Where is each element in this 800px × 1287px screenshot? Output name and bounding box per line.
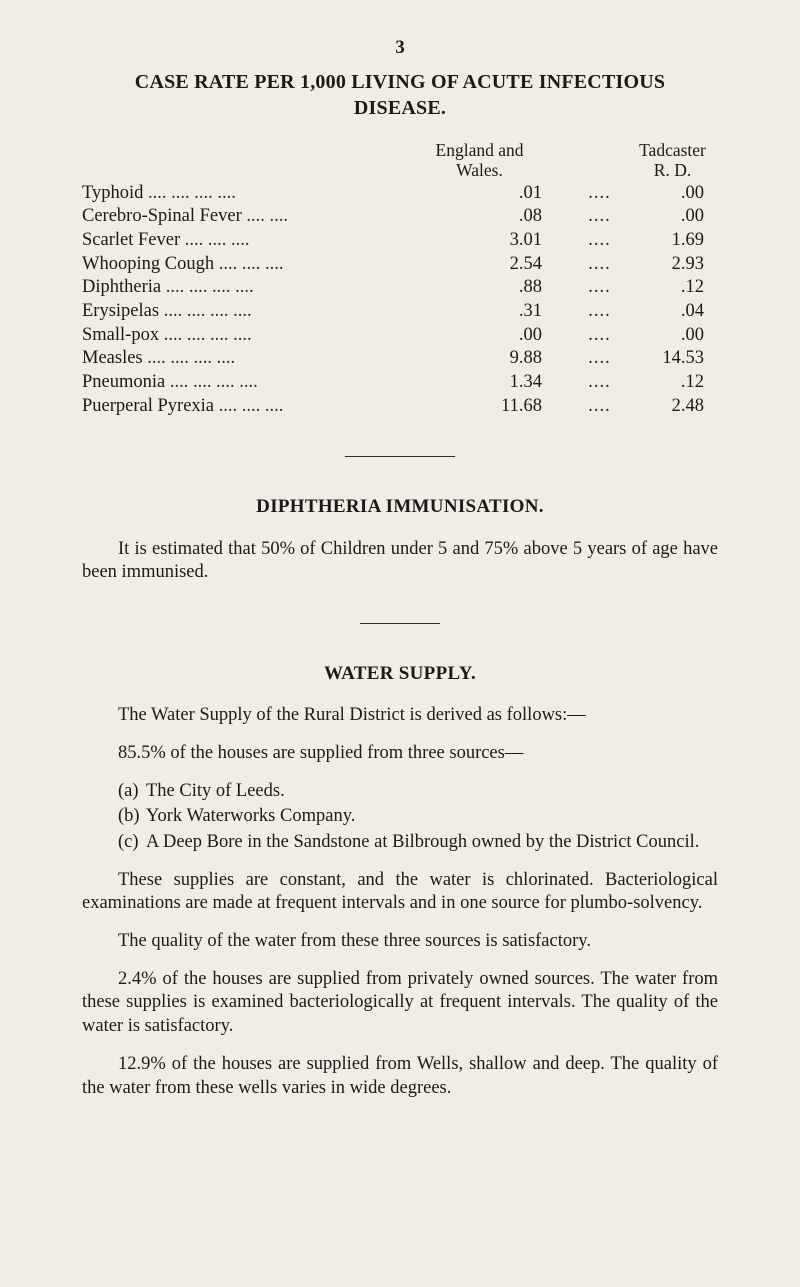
tadcaster-value: 1.69 <box>627 229 718 253</box>
england-wales-value: 11.68 <box>387 395 572 419</box>
page-title: CASE RATE PER 1,000 LIVING OF ACUTE INFE… <box>82 70 718 121</box>
england-wales-value: 2.54 <box>387 253 572 277</box>
separator-dots: .... <box>572 182 627 206</box>
disease-label: Erysipelas .... .... .... .... <box>82 300 387 324</box>
separator-dots: .... <box>572 300 627 324</box>
separator-dots: .... <box>572 229 627 253</box>
leader-dots: .... .... .... .... <box>147 348 235 368</box>
table-body: Typhoid .... .... .... .....01.....00Cer… <box>82 182 718 419</box>
list-marker: (a) <box>82 780 146 804</box>
header-dots-spacer <box>572 140 627 180</box>
england-wales-value: 9.88 <box>387 347 572 371</box>
water-heading: WATER SUPPLY. <box>82 662 718 686</box>
table-header: England and Wales. Tadcaster R. D. <box>82 140 718 180</box>
tadcaster-value: 2.48 <box>627 395 718 419</box>
list-marker: (c) <box>82 831 146 855</box>
header-tad-line1: Tadcaster <box>639 140 706 160</box>
separator-dots: .... <box>572 371 627 395</box>
disease-label: Whooping Cough .... .... .... <box>82 253 387 277</box>
case-rate-table: England and Wales. Tadcaster R. D. Typho… <box>82 140 718 419</box>
leader-dots: .... .... .... .... <box>164 325 252 345</box>
leader-dots: .... .... .... <box>185 230 250 250</box>
diphtheria-heading: DIPHTHERIA IMMUNISATION. <box>82 495 718 519</box>
title-line-2: DISEASE. <box>354 97 446 119</box>
water-p6: 12.9% of the houses are supplied from We… <box>82 1053 718 1100</box>
england-wales-value: .31 <box>387 300 572 324</box>
water-p3: These supplies are constant, and the wat… <box>82 869 718 916</box>
leader-dots: .... .... <box>246 206 288 226</box>
england-wales-value: 1.34 <box>387 371 572 395</box>
disease-label: Measles .... .... .... .... <box>82 347 387 371</box>
header-tadcaster: Tadcaster R. D. <box>627 140 718 180</box>
list-marker: (b) <box>82 805 146 829</box>
section-rule <box>360 623 440 624</box>
tadcaster-value: 2.93 <box>627 253 718 277</box>
diphtheria-paragraph: It is estimated that 50% of Children und… <box>82 538 718 585</box>
disease-label: Scarlet Fever .... .... .... <box>82 229 387 253</box>
separator-dots: .... <box>572 347 627 371</box>
england-wales-value: .00 <box>387 324 572 348</box>
england-wales-value: .88 <box>387 276 572 300</box>
separator-dots: .... <box>572 253 627 277</box>
table-row: Cerebro-Spinal Fever .... .....08.....00 <box>82 205 718 229</box>
table-row: Erysipelas .... .... .... .....31.....04 <box>82 300 718 324</box>
table-row: Typhoid .... .... .... .....01.....00 <box>82 182 718 206</box>
leader-dots: .... .... .... .... <box>170 372 258 392</box>
tadcaster-value: 14.53 <box>627 347 718 371</box>
header-ew-line2: Wales. <box>456 160 503 180</box>
page-number: 3 <box>82 36 718 60</box>
table-row: Scarlet Fever .... .... ....3.01....1.69 <box>82 229 718 253</box>
england-wales-value: .01 <box>387 182 572 206</box>
england-wales-value: 3.01 <box>387 229 572 253</box>
water-p2-lead: 85.5% of the houses are supplied from th… <box>82 742 718 766</box>
list-item: (a)The City of Leeds. <box>82 780 718 804</box>
water-p4: The quality of the water from these thre… <box>82 930 718 954</box>
water-p5: 2.4% of the houses are supplied from pri… <box>82 968 718 1039</box>
tadcaster-value: .00 <box>627 324 718 348</box>
tadcaster-value: .12 <box>627 276 718 300</box>
title-line-1: CASE RATE PER 1,000 LIVING OF ACUTE INFE… <box>135 71 665 93</box>
leader-dots: .... .... .... <box>219 396 284 416</box>
list-text: The City of Leeds. <box>146 780 718 804</box>
separator-dots: .... <box>572 276 627 300</box>
leader-dots: .... .... .... .... <box>148 183 236 203</box>
disease-label: Small-pox .... .... .... .... <box>82 324 387 348</box>
tadcaster-value: .04 <box>627 300 718 324</box>
header-spacer <box>82 140 387 180</box>
list-text: A Deep Bore in the Sandstone at Bilbroug… <box>146 831 718 855</box>
header-england-wales: England and Wales. <box>387 140 572 180</box>
list-item: (c)A Deep Bore in the Sandstone at Bilbr… <box>82 831 718 855</box>
tadcaster-value: .00 <box>627 205 718 229</box>
list-text: York Waterworks Company. <box>146 805 718 829</box>
disease-label: Pneumonia .... .... .... .... <box>82 371 387 395</box>
water-p1: The Water Supply of the Rural District i… <box>82 704 718 728</box>
tadcaster-value: .12 <box>627 371 718 395</box>
water-sources-list: (a)The City of Leeds.(b)York Waterworks … <box>82 780 718 855</box>
table-row: Diphtheria .... .... .... .....88.....12 <box>82 276 718 300</box>
disease-label: Typhoid .... .... .... .... <box>82 182 387 206</box>
separator-dots: .... <box>572 324 627 348</box>
list-item: (b)York Waterworks Company. <box>82 805 718 829</box>
table-row: Pneumonia .... .... .... ....1.34.....12 <box>82 371 718 395</box>
disease-label: Puerperal Pyrexia .... .... .... <box>82 395 387 419</box>
tadcaster-value: .00 <box>627 182 718 206</box>
header-tad-line2: R. D. <box>654 160 691 180</box>
leader-dots: .... .... .... <box>219 254 284 274</box>
disease-label: Cerebro-Spinal Fever .... .... <box>82 205 387 229</box>
table-row: Small-pox .... .... .... .....00.....00 <box>82 324 718 348</box>
disease-label: Diphtheria .... .... .... .... <box>82 276 387 300</box>
table-row: Measles .... .... .... ....9.88....14.53 <box>82 347 718 371</box>
england-wales-value: .08 <box>387 205 572 229</box>
leader-dots: .... .... .... .... <box>164 301 252 321</box>
separator-dots: .... <box>572 395 627 419</box>
leader-dots: .... .... .... .... <box>166 277 254 297</box>
section-rule <box>345 456 455 457</box>
table-row: Whooping Cough .... .... ....2.54....2.9… <box>82 253 718 277</box>
header-ew-line1: England and <box>436 140 524 160</box>
separator-dots: .... <box>572 205 627 229</box>
table-row: Puerperal Pyrexia .... .... ....11.68...… <box>82 395 718 419</box>
